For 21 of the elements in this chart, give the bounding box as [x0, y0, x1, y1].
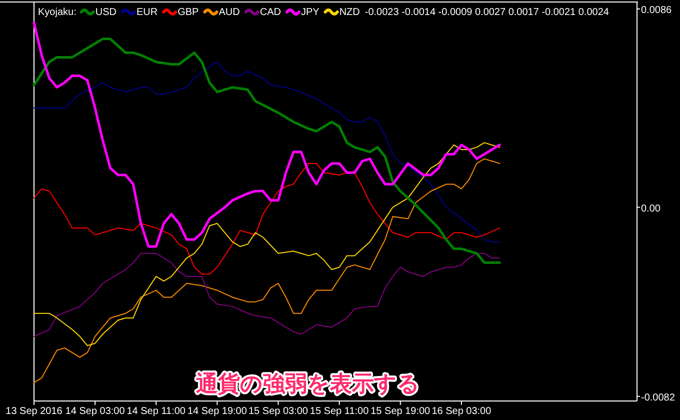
legend-label: AUD [218, 7, 240, 18]
y-tick-label: -0.0082 [641, 392, 676, 404]
x-tick-label: 15 Sep 19:00 [370, 406, 431, 417]
x-tick-label: 15 Sep 03:00 [248, 406, 308, 417]
x-tick-label: 15 Sep 11:00 [310, 406, 370, 417]
annotation: -0.0023 -0.0014 -0.0009 0.0027 0.0017 -0.0021 0.0024 [364, 7, 610, 18]
x-tick-label: 14 Sep 03:00 [65, 406, 126, 417]
text: Kyojaku: [38, 7, 76, 18]
x-tick-label: 13 Sep 2016 [6, 406, 63, 417]
x-tick-label: 16 Sep 03:00 [432, 406, 492, 417]
legend-label: USD [95, 7, 116, 18]
y-tick-label: 0.00 [641, 203, 661, 214]
x-tick-label: 14 Sep 19:00 [187, 406, 248, 417]
legend-label: JPY [300, 7, 320, 18]
legend-label: EUR [136, 7, 158, 18]
legend-label: NZD [339, 7, 360, 18]
legend-label: CAD [260, 7, 281, 18]
y-tick-label: 0.0086 [641, 4, 672, 16]
x-tick-label: 14 Sep 11:00 [126, 406, 186, 417]
annotation: 通貨の強弱を表示する [195, 371, 420, 396]
legend-label: GBP [178, 7, 200, 18]
